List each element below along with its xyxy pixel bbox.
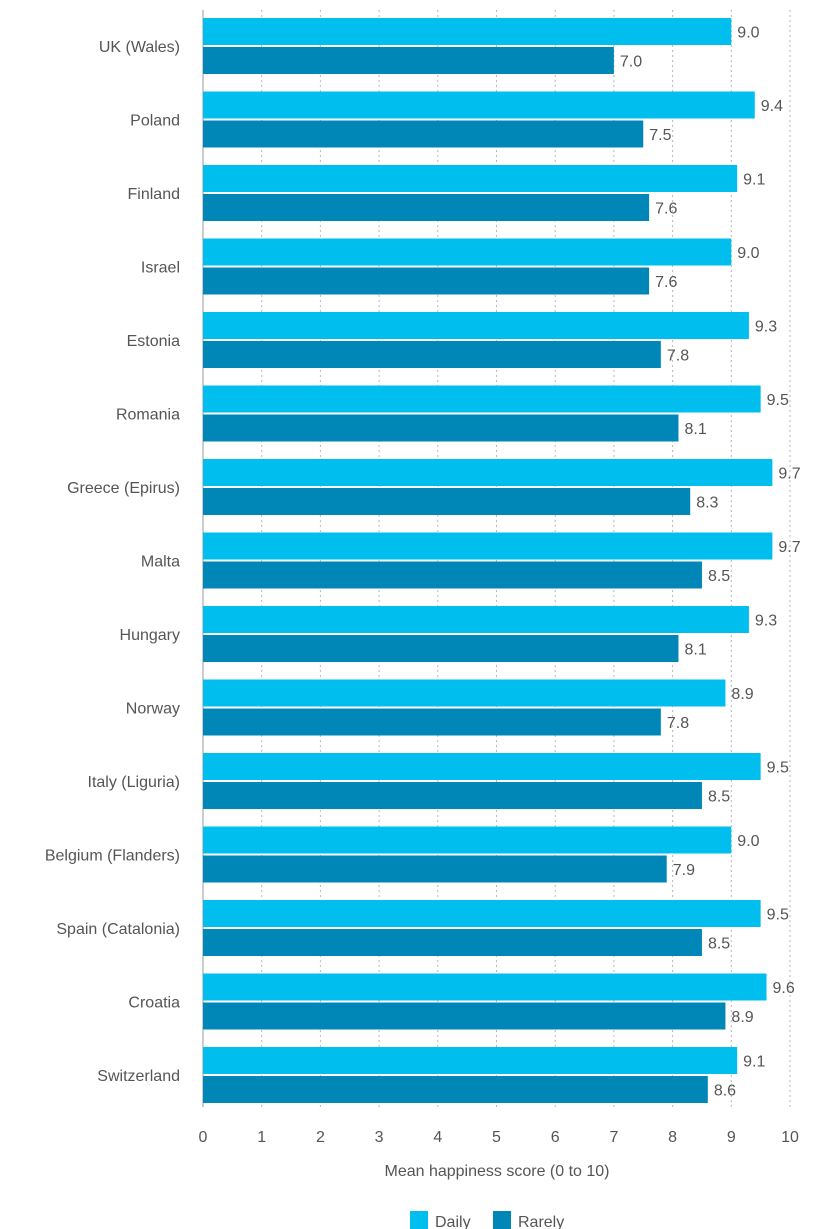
value-label-rarely-estonia: 7.8 bbox=[667, 348, 689, 365]
category-label-malta: Malta bbox=[141, 554, 180, 571]
value-label-rarely-romania: 8.1 bbox=[684, 421, 706, 438]
bar-rarely-italy-liguria bbox=[203, 782, 702, 809]
x-tick-label-5: 5 bbox=[492, 1129, 501, 1146]
bar-rarely-malta bbox=[203, 561, 702, 589]
category-label-poland: Poland bbox=[130, 113, 180, 130]
legend-swatch-rarely bbox=[493, 1211, 511, 1229]
value-label-daily-croatia: 9.6 bbox=[773, 980, 795, 997]
value-label-daily-finland: 9.1 bbox=[743, 172, 765, 189]
value-label-rarely-norway: 7.8 bbox=[667, 715, 689, 732]
bar-daily-greece-epirus bbox=[203, 459, 773, 486]
legend-label-rarely: Rarely bbox=[518, 1214, 564, 1229]
x-tick-label-1: 1 bbox=[257, 1129, 266, 1146]
bars bbox=[203, 18, 773, 1103]
value-label-rarely-croatia: 8.9 bbox=[731, 1009, 753, 1026]
category-label-estonia: Estonia bbox=[127, 333, 180, 350]
category-label-italy-liguria: Italy (Liguria) bbox=[88, 774, 180, 791]
category-label-norway: Norway bbox=[126, 701, 180, 718]
x-tick-label-2: 2 bbox=[316, 1129, 325, 1146]
value-label-rarely-malta: 8.5 bbox=[708, 568, 730, 585]
value-labels: 9.0 7.0 9.4 7.5 9.1 7.6 9.0 7.6 9.3 7.8 9.5 8.1 9.7 8… bbox=[620, 25, 801, 1100]
x-tick-label-4: 4 bbox=[433, 1129, 442, 1146]
x-tick-label-3: 3 bbox=[375, 1129, 384, 1146]
bar-rarely-spain-catalonia bbox=[203, 929, 702, 956]
bar-daily-norway bbox=[203, 679, 726, 707]
bar-daily-israel bbox=[203, 238, 732, 266]
bar-rarely-switzerland bbox=[203, 1076, 708, 1103]
x-axis-title: Mean happiness score (0 to 10) bbox=[384, 1163, 609, 1180]
x-axis-ticks: 0 1 2 3 4 5 6 7 8 9 10 bbox=[199, 1129, 799, 1146]
value-label-rarely-hungary: 8.1 bbox=[684, 642, 706, 659]
bar-rarely-greece-epirus bbox=[203, 488, 691, 515]
legend-swatch-daily bbox=[410, 1211, 428, 1229]
bar-daily-uk-wales bbox=[203, 18, 732, 45]
bar-daily-finland bbox=[203, 165, 738, 192]
bar-daily-hungary bbox=[203, 606, 749, 633]
category-label-finland: Finland bbox=[128, 186, 180, 203]
legend: Daily Rarely bbox=[410, 1211, 564, 1229]
value-label-daily-spain-catalonia: 9.5 bbox=[767, 907, 789, 924]
value-label-rarely-belgium-flanders: 7.9 bbox=[673, 862, 695, 879]
x-tick-label-7: 7 bbox=[609, 1129, 618, 1146]
bar-rarely-finland bbox=[203, 194, 650, 221]
bar-rarely-estonia bbox=[203, 341, 661, 368]
value-label-daily-uk-wales: 9.0 bbox=[737, 25, 759, 42]
bar-daily-estonia bbox=[203, 312, 749, 339]
value-label-rarely-greece-epirus: 8.3 bbox=[696, 495, 718, 512]
value-label-daily-switzerland: 9.1 bbox=[743, 1054, 765, 1071]
bar-daily-poland bbox=[203, 91, 755, 119]
bar-daily-romania bbox=[203, 385, 761, 413]
bar-daily-italy-liguria bbox=[203, 753, 761, 780]
x-tick-label-8: 8 bbox=[668, 1129, 677, 1146]
value-label-rarely-uk-wales: 7.0 bbox=[620, 54, 642, 71]
bar-rarely-norway bbox=[203, 708, 661, 736]
value-label-daily-hungary: 9.3 bbox=[755, 613, 777, 630]
bar-daily-spain-catalonia bbox=[203, 900, 761, 927]
value-label-rarely-poland: 7.5 bbox=[649, 127, 671, 144]
value-label-daily-romania: 9.5 bbox=[767, 392, 789, 409]
value-label-rarely-israel: 7.6 bbox=[655, 274, 677, 291]
value-label-daily-malta: 9.7 bbox=[778, 539, 800, 556]
bar-rarely-poland bbox=[203, 120, 644, 148]
value-label-daily-israel: 9.0 bbox=[737, 245, 759, 262]
value-label-daily-estonia: 9.3 bbox=[755, 319, 777, 336]
bar-rarely-croatia bbox=[203, 1002, 726, 1030]
x-tick-label-0: 0 bbox=[199, 1129, 208, 1146]
bar-rarely-hungary bbox=[203, 635, 679, 662]
bar-rarely-israel bbox=[203, 267, 650, 295]
category-label-belgium-flanders: Belgium (Flanders) bbox=[45, 848, 180, 865]
bar-rarely-belgium-flanders bbox=[203, 855, 667, 883]
value-label-daily-poland: 9.4 bbox=[761, 98, 783, 115]
bar-daily-malta bbox=[203, 532, 773, 560]
bar-daily-belgium-flanders bbox=[203, 826, 732, 854]
value-label-rarely-switzerland: 8.6 bbox=[714, 1083, 736, 1100]
category-label-greece-epirus: Greece (Epirus) bbox=[67, 480, 180, 497]
x-tick-label-10: 10 bbox=[781, 1129, 799, 1146]
value-label-rarely-spain-catalonia: 8.5 bbox=[708, 936, 730, 953]
category-label-uk-wales: UK (Wales) bbox=[99, 39, 180, 56]
bar-daily-switzerland bbox=[203, 1047, 738, 1074]
x-tick-label-9: 9 bbox=[727, 1129, 736, 1146]
category-label-israel: Israel bbox=[141, 260, 180, 277]
category-label-croatia: Croatia bbox=[128, 995, 180, 1012]
value-label-daily-norway: 8.9 bbox=[731, 686, 753, 703]
legend-label-daily: Daily bbox=[435, 1214, 471, 1229]
x-tick-label-6: 6 bbox=[551, 1129, 560, 1146]
value-label-rarely-italy-liguria: 8.5 bbox=[708, 789, 730, 806]
category-label-spain-catalonia: Spain (Catalonia) bbox=[56, 921, 180, 938]
category-label-hungary: Hungary bbox=[120, 627, 180, 644]
value-label-daily-belgium-flanders: 9.0 bbox=[737, 833, 759, 850]
bar-rarely-uk-wales bbox=[203, 47, 614, 74]
value-label-daily-italy-liguria: 9.5 bbox=[767, 760, 789, 777]
category-label-switzerland: Switzerland bbox=[97, 1068, 180, 1085]
category-labels: UK (Wales) Poland Finland Israel Estonia Roma… bbox=[45, 39, 180, 1085]
category-label-romania: Romania bbox=[116, 407, 180, 424]
value-label-rarely-finland: 7.6 bbox=[655, 201, 677, 218]
bar-daily-croatia bbox=[203, 973, 767, 1001]
bar-rarely-romania bbox=[203, 414, 679, 442]
value-label-daily-greece-epirus: 9.7 bbox=[778, 466, 800, 483]
